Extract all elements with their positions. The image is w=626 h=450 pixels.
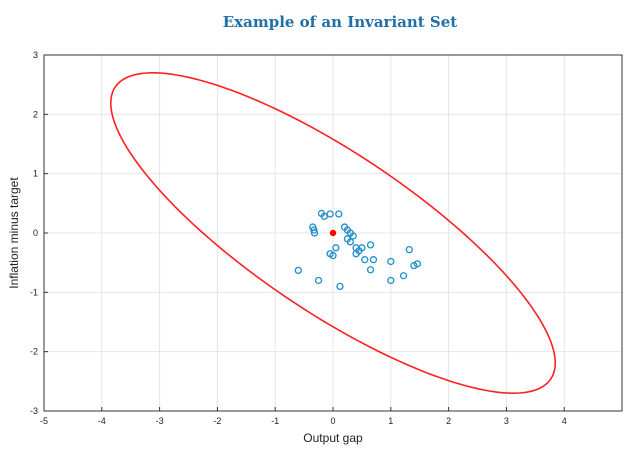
data-points: [294, 209, 422, 291]
scatter-point: [310, 229, 319, 237]
scatter-point: [349, 232, 357, 240]
x-tick-label: -5: [40, 416, 48, 426]
y-tick-label: 3: [33, 50, 38, 60]
chart-title: Example of an Invariant Set: [223, 13, 458, 31]
scatter-point: [405, 245, 413, 254]
scatter-point: [366, 266, 375, 274]
y-tick-labels: -3 -2 -1 0 1 2 3: [30, 50, 38, 416]
x-tick-label: 1: [388, 416, 393, 426]
scatter-point: [413, 260, 422, 268]
scatter-point: [329, 251, 337, 260]
x-tick-label: 2: [446, 416, 451, 426]
scatter-point: [399, 272, 408, 280]
scatter-point: [335, 210, 343, 218]
x-tick-label: -1: [271, 416, 279, 426]
y-tick-label: 2: [33, 109, 38, 119]
scatter-point: [310, 226, 318, 234]
scatter-point: [352, 250, 360, 258]
x-tick-label: -4: [98, 416, 106, 426]
invariant-set-ellipse: [109, 72, 557, 394]
scatter-point: [361, 256, 369, 264]
scatter-point: [346, 238, 354, 246]
y-axis-label: Inflation minus target: [7, 177, 21, 289]
scatter-point: [387, 276, 395, 285]
scatter-point: [358, 244, 366, 252]
scatter-point: [314, 276, 323, 285]
x-tick-labels: -5 -4 -3 -2 -1 0 1 2 3 4: [40, 416, 567, 426]
y-tick-label: -2: [30, 347, 38, 357]
x-axis-label: Output gap: [303, 431, 363, 445]
scatter-point: [294, 266, 302, 275]
y-tick-label: 1: [33, 169, 38, 179]
y-tick-label: -1: [30, 287, 38, 297]
scatter-point: [336, 282, 344, 291]
x-tick-label: 4: [562, 416, 567, 426]
x-tick-label: 3: [504, 416, 509, 426]
scatter-point: [326, 210, 334, 218]
center-point: [329, 229, 337, 237]
axis-ticks: [43, 54, 565, 412]
x-tick-label: -3: [156, 416, 164, 426]
x-tick-label: 0: [330, 416, 335, 426]
scatter-point: [369, 256, 378, 264]
scatter-point: [410, 261, 418, 270]
scatter-point: [387, 257, 395, 266]
grid-lines: [44, 55, 622, 411]
scatter-point: [320, 212, 328, 221]
y-tick-label: -3: [30, 406, 38, 416]
scatter-point: [332, 244, 340, 252]
scatter-point: [366, 241, 375, 249]
y-tick-label: 0: [33, 228, 38, 238]
x-tick-label: -2: [213, 416, 221, 426]
